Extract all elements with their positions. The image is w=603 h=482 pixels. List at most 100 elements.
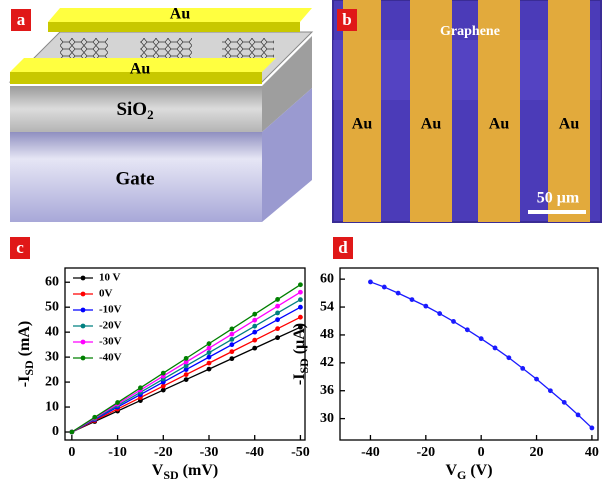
x-axis-label-part: G	[457, 468, 466, 482]
figure: Au Au SiO2 Gate Graphene Au Au Au Au 50 …	[0, 0, 603, 482]
data-point	[252, 318, 257, 323]
data-point	[229, 327, 234, 332]
data-point	[275, 335, 280, 340]
x-tick-label: -20	[154, 445, 173, 460]
data-point	[207, 350, 212, 355]
data-point	[368, 280, 373, 285]
data-point	[275, 304, 280, 309]
data-point	[520, 366, 525, 371]
y-tick-label: 0	[52, 424, 59, 439]
data-point	[184, 377, 189, 382]
data-point	[275, 311, 280, 316]
data-point	[562, 400, 567, 405]
legend-label: -10V	[99, 304, 122, 316]
scale-bar-label: 50 μm	[537, 190, 580, 207]
legend-label: 10 V	[99, 272, 121, 284]
x-tick-label: -20	[416, 445, 435, 460]
graphene	[222, 38, 274, 60]
x-tick-label: -50	[291, 445, 310, 460]
x-tick-label: -40	[361, 445, 380, 460]
data-line	[370, 282, 591, 428]
electrode-label: Au	[170, 6, 191, 23]
y-axis-label-part: SD	[297, 358, 311, 374]
data-point	[465, 327, 470, 332]
data-point	[207, 346, 212, 351]
data-point	[298, 290, 303, 295]
data-point	[184, 372, 189, 377]
panel-label: b	[342, 10, 351, 29]
y-tick-label: 60	[320, 271, 334, 286]
data-point	[207, 367, 212, 372]
data-point	[423, 304, 428, 309]
y-axis-label-part: (μA)	[291, 323, 308, 358]
electrode-label: Au	[352, 116, 373, 133]
data-point	[275, 297, 280, 302]
data-point	[229, 356, 234, 361]
panel-label: c	[16, 238, 24, 257]
electrode-label: Au	[421, 116, 442, 133]
data-point	[506, 355, 511, 360]
x-tick-label: 20	[530, 445, 544, 460]
data-point	[252, 324, 257, 329]
legend-marker	[81, 292, 86, 297]
legend-marker	[81, 276, 86, 281]
gate-label: Gate	[115, 168, 154, 189]
y-tick-label: 54	[320, 299, 334, 314]
y-tick-label: 50	[45, 299, 59, 314]
y-tick-label: 30	[45, 349, 59, 364]
data-point	[92, 415, 97, 420]
graphene	[140, 38, 192, 60]
data-point	[115, 400, 120, 405]
data-point	[252, 346, 257, 351]
x-tick-label: -10	[108, 445, 127, 460]
legend-marker	[81, 340, 86, 345]
legend-label: 0V	[99, 288, 113, 300]
panel-label: d	[338, 238, 348, 257]
data-point	[229, 337, 234, 342]
data-point	[382, 285, 387, 290]
y-tick-label: 60	[45, 274, 59, 289]
data-point	[229, 349, 234, 354]
oxide-text: SiO	[116, 99, 147, 120]
electrode-label: Au	[559, 116, 580, 133]
legend-marker	[81, 324, 86, 329]
data-point	[396, 291, 401, 296]
x-tick-label: 0	[478, 445, 485, 460]
data-point	[229, 332, 234, 337]
micrograph: Graphene Au Au Au Au 50 μm	[333, 0, 601, 222]
data-point	[252, 330, 257, 335]
data-point	[298, 297, 303, 302]
data-point	[576, 412, 581, 417]
data-point	[534, 377, 539, 382]
y-tick-label: 10	[45, 399, 59, 414]
data-point	[548, 388, 553, 393]
data-point	[298, 315, 303, 320]
x-tick-label: -40	[245, 445, 264, 460]
x-axis-label: VG (V)	[445, 462, 492, 482]
data-point	[275, 326, 280, 331]
gold-stripe	[343, 0, 381, 222]
data-point	[207, 341, 212, 346]
y-axis-label-part: SD	[22, 360, 36, 376]
x-axis-label-part: V	[445, 462, 457, 479]
electrode-label: Au	[489, 116, 510, 133]
scale-bar	[528, 210, 586, 214]
data-point	[252, 312, 257, 317]
x-axis-label: VSD (mV)	[152, 462, 218, 482]
graphene	[60, 38, 108, 60]
oxide-subscript: 2	[147, 107, 154, 122]
y-axis-label-part: (mA)	[16, 321, 33, 361]
panel-label: a	[17, 10, 26, 29]
data-point	[184, 356, 189, 361]
legend-label: -40V	[99, 352, 122, 364]
data-point	[298, 282, 303, 287]
legend-marker	[81, 308, 86, 313]
y-tick-label: 30	[320, 411, 334, 426]
data-point	[590, 426, 595, 431]
data-point	[161, 371, 166, 376]
y-axis-label-part: -I	[16, 376, 33, 388]
data-point	[138, 385, 143, 390]
x-axis-label-part: (mV)	[179, 462, 219, 479]
data-point	[207, 355, 212, 360]
y-tick-label: 40	[45, 324, 59, 339]
